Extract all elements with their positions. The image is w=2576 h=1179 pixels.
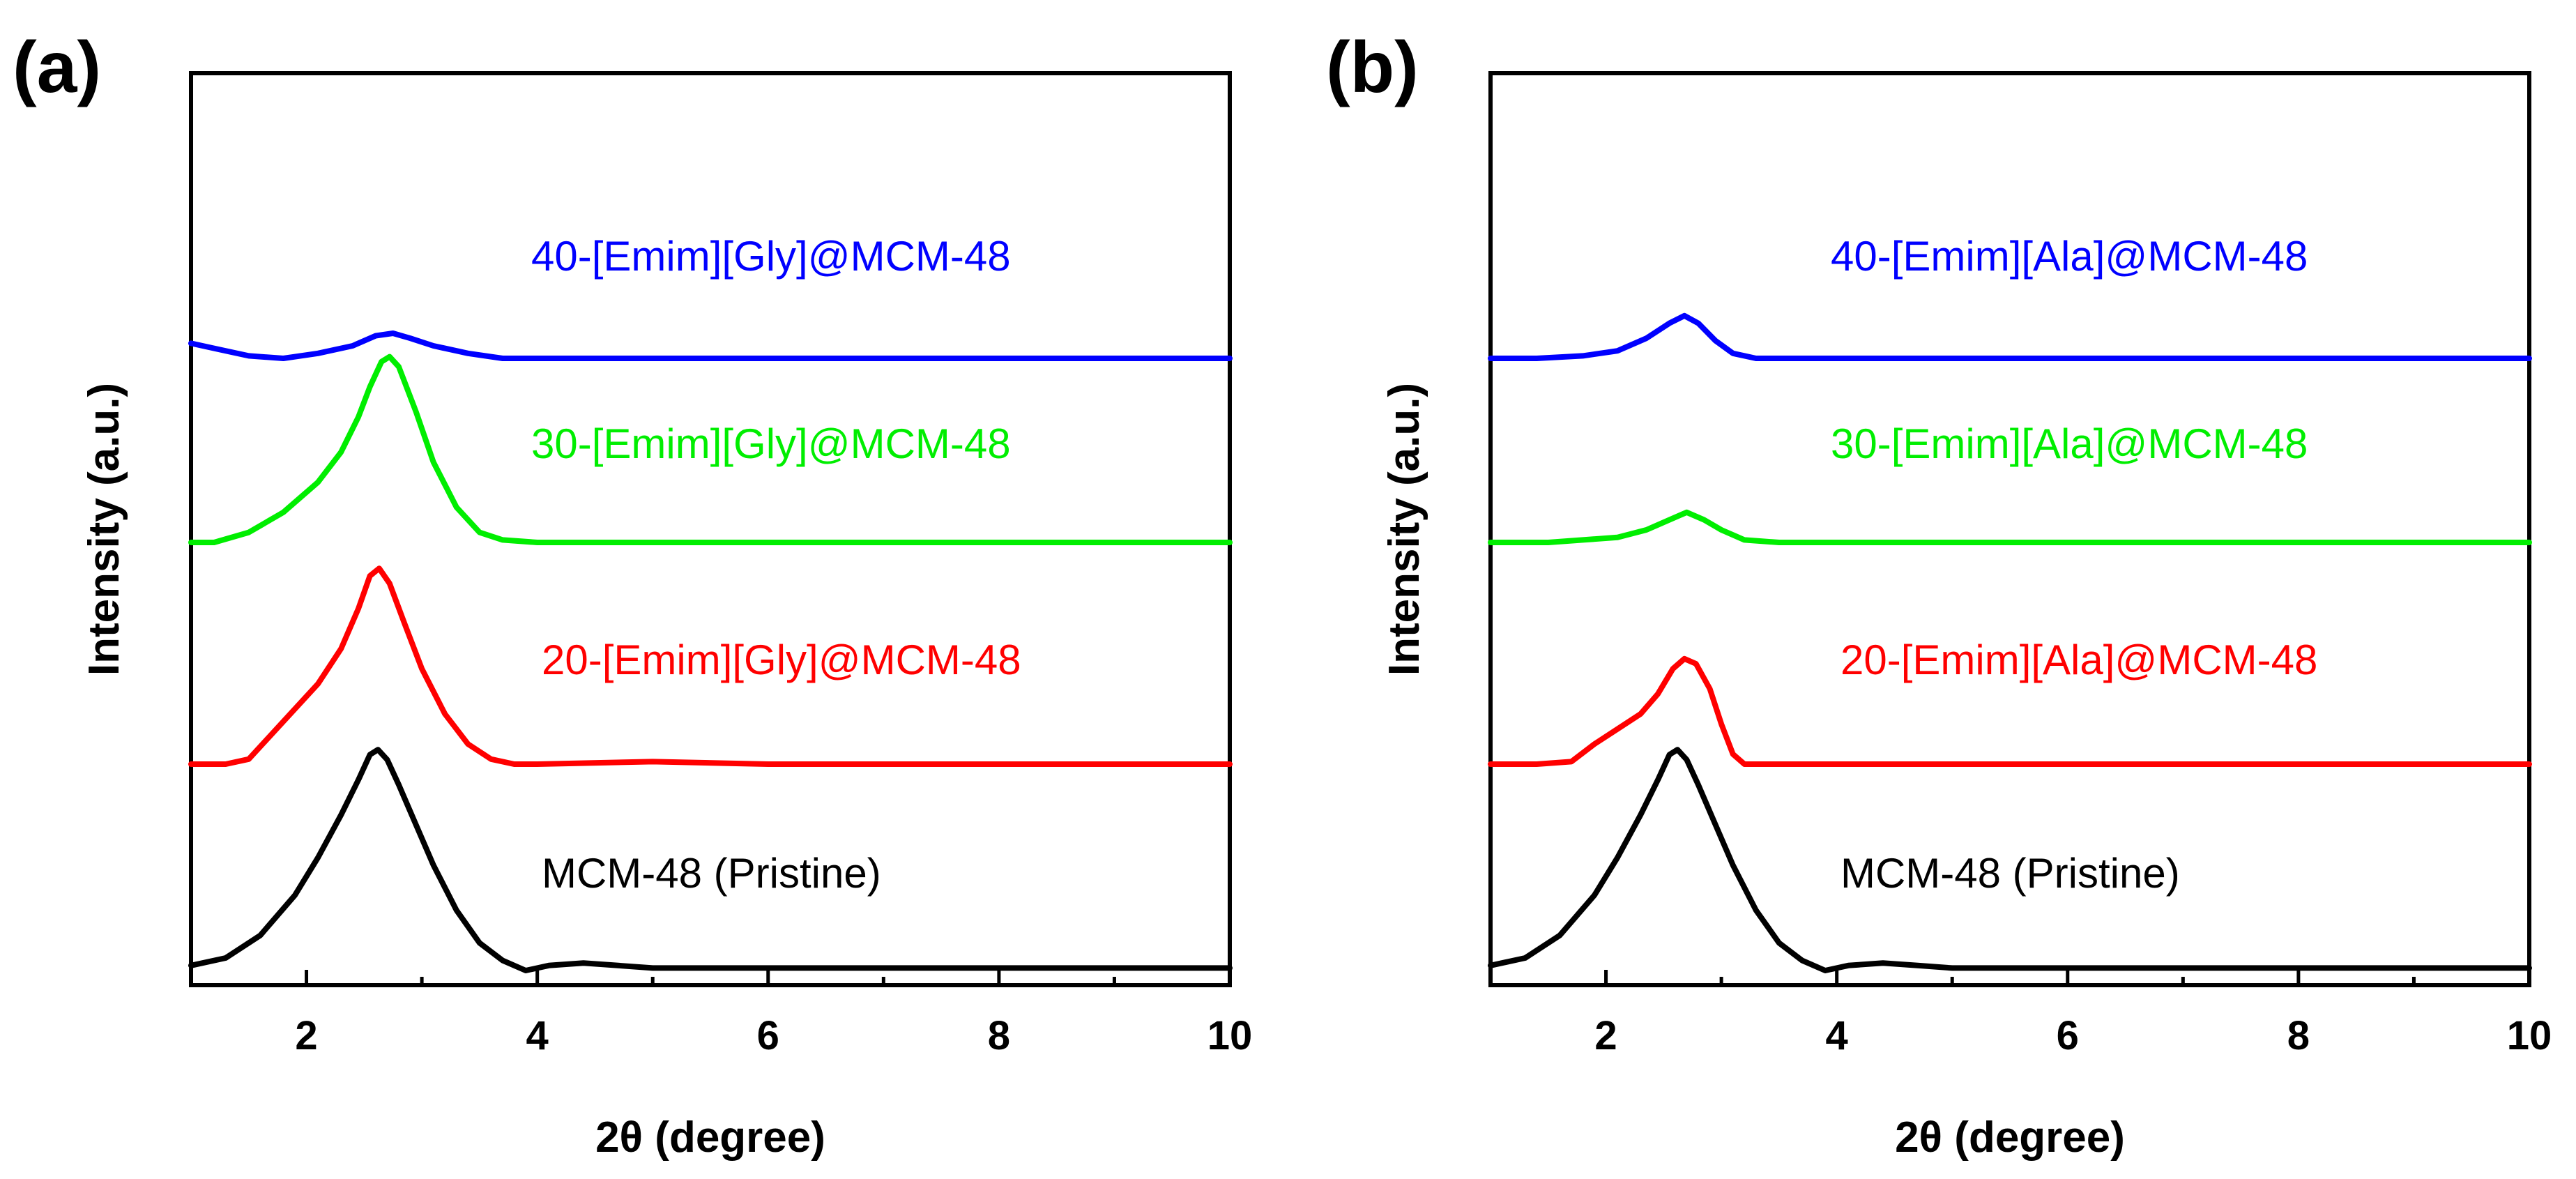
panel-b-series-labels: MCM-48 (Pristine) 20-[Emim][Ala]@MCM-48 … <box>1831 233 2317 897</box>
series-line-2 <box>188 353 1233 545</box>
panel-a-series-labels: MCM-48 (Pristine) 20-[Emim][Gly]@MCM-48 … <box>531 233 1021 897</box>
series-label-mcm48-pristine-b: MCM-48 (Pristine) <box>1840 850 2180 897</box>
series-label-mcm48-pristine-a: MCM-48 (Pristine) <box>542 850 881 897</box>
panel-a-curves <box>188 330 1233 973</box>
series-label-30-emim-ala: 30-[Emim][Ala]@MCM-48 <box>1831 420 2308 467</box>
x-tick-label: 2 <box>295 1013 317 1058</box>
panel-a-letter: (a) <box>13 27 101 108</box>
panel-a-x-ticks: 2 4 6 8 10 <box>189 970 1253 1058</box>
series-label-20-emim-ala: 20-[Emim][Ala]@MCM-48 <box>1840 637 2317 683</box>
panel-a-y-axis-title: Intensity (a.u.) <box>80 383 128 676</box>
x-tick-label: 8 <box>988 1013 1010 1058</box>
series-line-1 <box>1488 655 2532 767</box>
x-tick-label: 6 <box>757 1013 779 1058</box>
x-tick-label: 10 <box>2507 1013 2552 1058</box>
panel-b-y-axis-title: Intensity (a.u.) <box>1380 383 1428 676</box>
series-line-3 <box>1488 312 2532 361</box>
panel-b-x-ticks: 2 4 6 8 10 <box>1488 970 2552 1058</box>
series-line-0 <box>188 747 1233 973</box>
series-label-20-emim-gly: 20-[Emim][Gly]@MCM-48 <box>542 637 1021 683</box>
series-line-3 <box>188 330 1233 361</box>
series-line-1 <box>188 565 1233 767</box>
panel-a-plot-frame <box>189 71 1232 987</box>
x-tick-label: 2 <box>1594 1013 1617 1058</box>
series-label-30-emim-gly: 30-[Emim][Gly]@MCM-48 <box>531 420 1011 467</box>
series-label-40-emim-gly: 40-[Emim][Gly]@MCM-48 <box>531 233 1011 280</box>
x-tick-label: 8 <box>2287 1013 2310 1058</box>
x-tick-label: 4 <box>1826 1013 1848 1058</box>
panel-a-x-axis-title: 2θ (degree) <box>595 1113 825 1162</box>
panel-b-letter: (b) <box>1326 27 1419 108</box>
x-tick-label: 4 <box>526 1013 549 1058</box>
series-line-2 <box>1488 509 2532 545</box>
panel-b-curves <box>1488 312 2532 973</box>
panel-b: (b) 2θ (degree) Intensity (a.u.) 2 4 6 8 10 … <box>1326 27 2552 1162</box>
series-line-0 <box>1488 747 2532 973</box>
x-tick-label: 10 <box>1207 1013 1253 1058</box>
panel-b-x-axis-title: 2θ (degree) <box>1895 1113 2125 1162</box>
x-tick-label: 6 <box>2057 1013 2079 1058</box>
panel-b-plot-frame <box>1488 71 2531 987</box>
series-label-40-emim-ala: 40-[Emim][Ala]@MCM-48 <box>1831 233 2308 280</box>
panel-a: (a) 2θ (degree) Intensity (a.u.) 2 4 6 8 10 … <box>13 27 1252 1162</box>
